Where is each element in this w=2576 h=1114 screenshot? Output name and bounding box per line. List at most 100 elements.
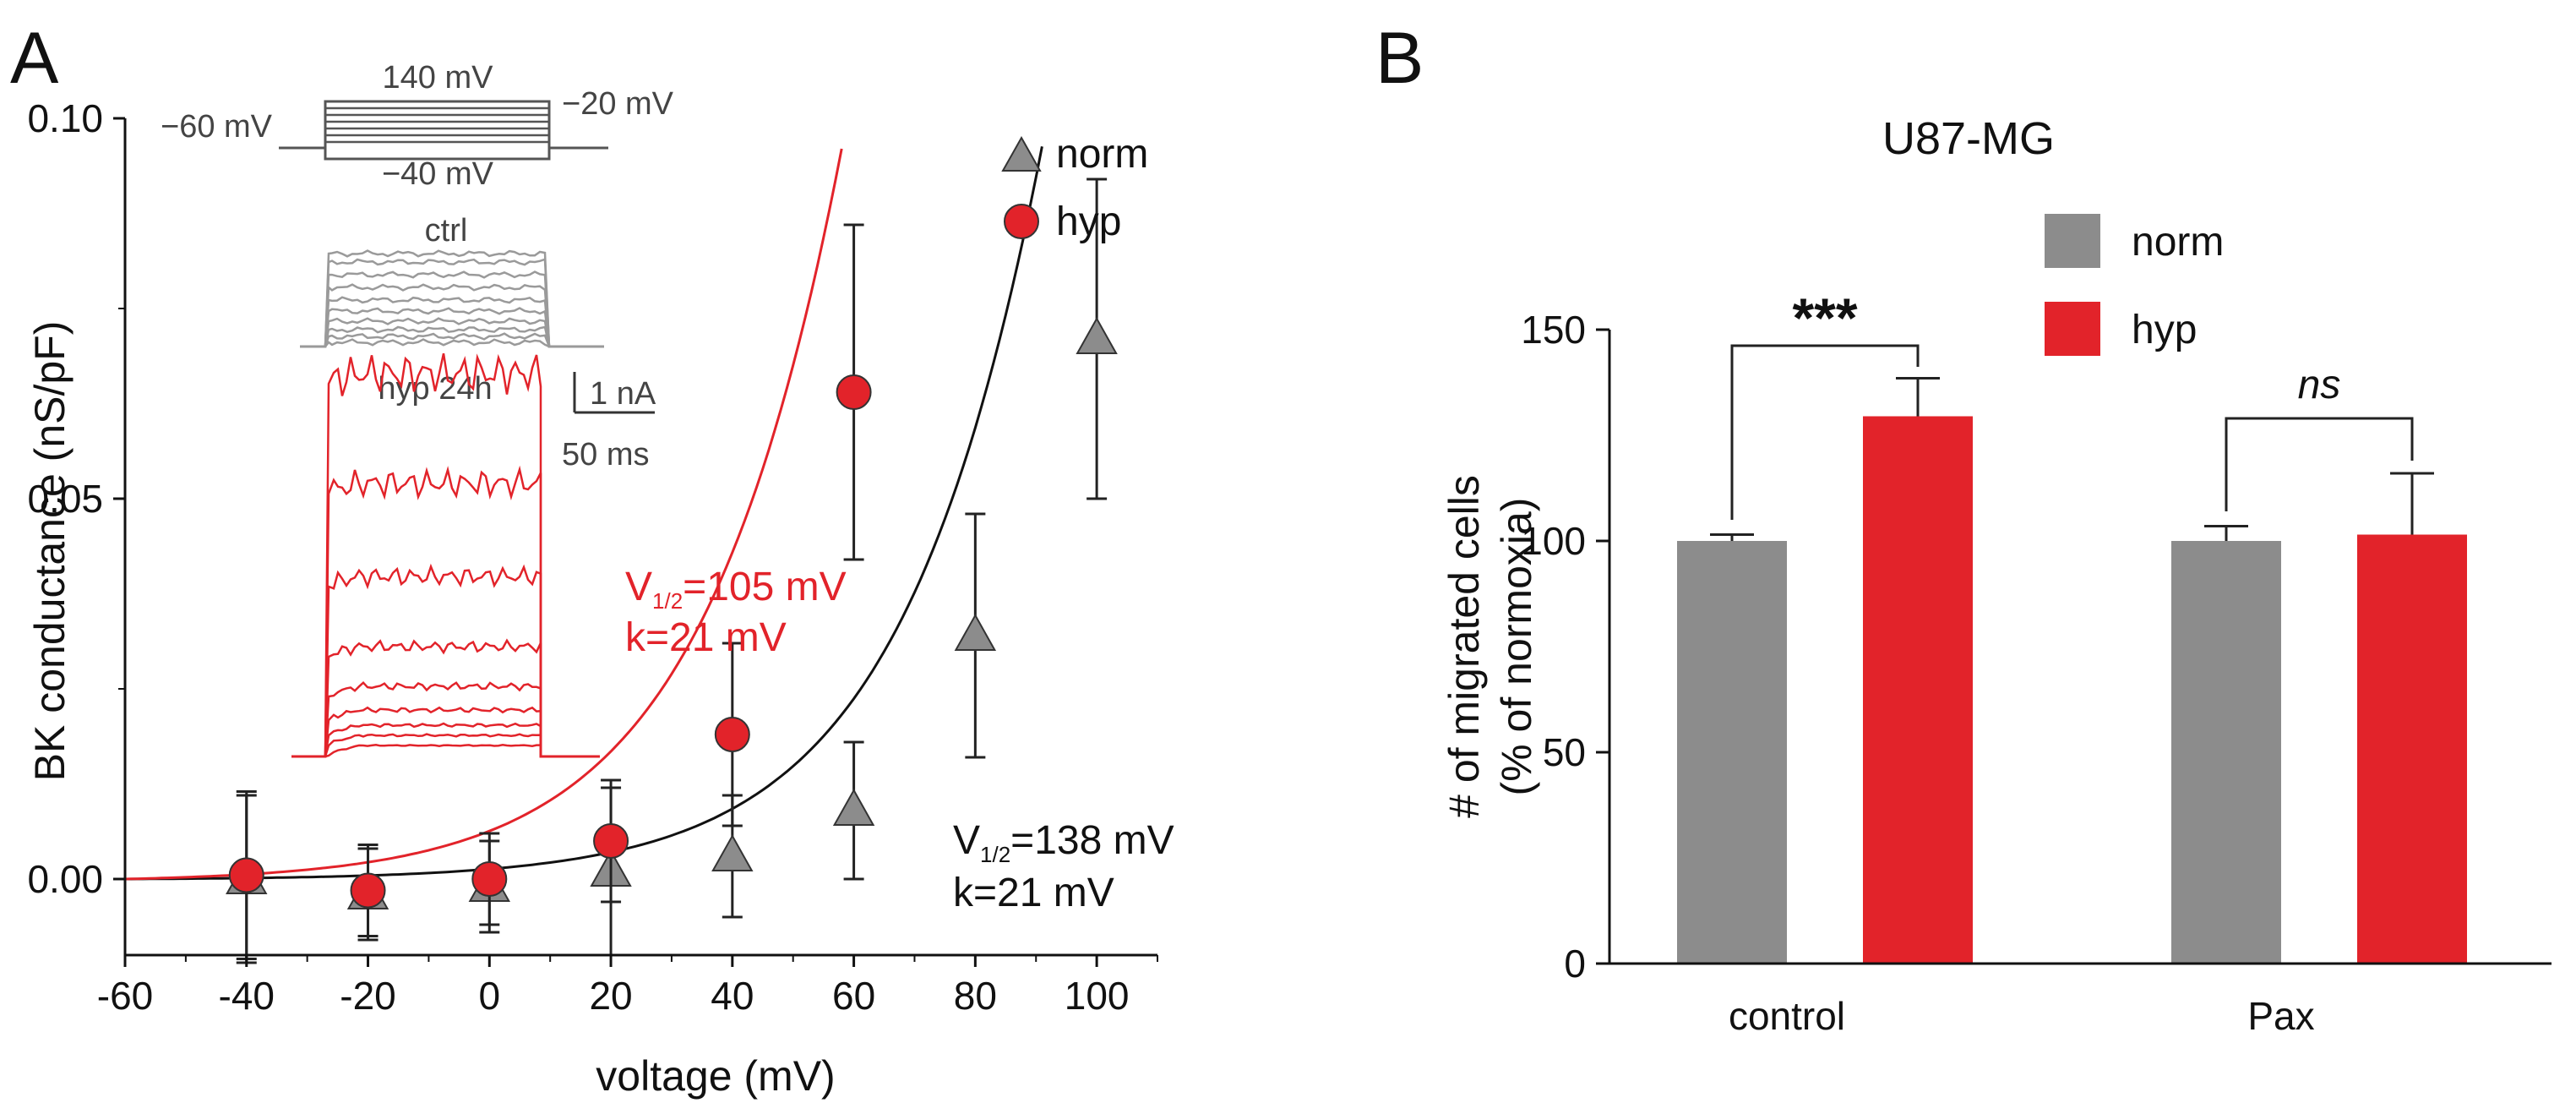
data-point-norm [954,512,997,759]
inset-hyp-traces: hyp 24h 1 nA 50 ms [291,352,656,758]
legend-b-hyp-swatch [2045,302,2100,356]
legend-b-hyp-label: hyp [2132,308,2197,352]
axes-a: -60 -40 -20 0 20 40 60 80 100 0.00 0.05 0.10 [27,96,1158,1018]
x-category-label: Pax [2247,994,2314,1038]
y-tick-label: 0.05 [27,477,103,521]
fit-hyp-k: k=21 mV [625,615,787,660]
y-tick-label: 0.10 [27,96,103,140]
hyp-trace-set [291,352,600,758]
significance-bracket [1730,344,1920,520]
panel-b-chart: U87-MG norm hyp 0 50 100 150 control Pax *** n… [1440,113,2551,1038]
fit-norm-vhalf: V1/2=138 mV [953,818,1174,867]
inset-protocol: 140 mV −60 mV −20 mV −40 mV [161,60,674,192]
hyp-trace [291,722,600,758]
y-tick-label: 0.00 [27,857,103,901]
ctrl-trace [300,283,604,348]
bar-group-norm-Pax [2171,525,2281,964]
data-point-hyp [593,778,629,904]
hyp-trace [291,352,600,758]
data-point-norm [832,740,875,881]
scale-current-label: 1 nA [590,376,656,412]
fit-hyp-vhalf: V1/2=105 mV [625,565,847,614]
data-point-norm [1076,177,1118,500]
marker-circle [836,374,872,410]
ctrl-trace [300,270,604,348]
marker-circle [228,857,264,893]
fit-curve-hyp [124,148,843,881]
data-points [226,177,1118,964]
legend-b: norm hyp [2045,214,2224,356]
hyp-trace [291,680,600,758]
data-point-hyp [714,642,750,827]
y-tick-label-b: 100 [1521,519,1586,563]
bar-group-hyp-Pax [2357,472,2467,964]
significance-annotations: *** ns [1730,287,2414,520]
ctrl-trace [300,258,604,348]
ctrl-trace [300,249,604,348]
legend-hyp-marker [1004,204,1039,239]
x-tick-label: 40 [711,974,754,1018]
y-tick-label-b: 50 [1543,730,1586,774]
bar-group-norm-control [1677,533,1787,964]
bar-norm [1677,541,1787,964]
hyp-trace [291,706,600,758]
legend-norm-label: norm [1056,132,1148,177]
marker-circle [714,717,750,752]
data-point-hyp [836,223,872,561]
y-axis-label-b-line2: (% of normoxia) [1493,498,1540,796]
scale-time-label: 50 ms [562,437,649,472]
x-tick-label: -60 [97,974,153,1018]
x-axis-label: voltage (mV) [596,1052,835,1100]
significance-label: ns [2298,363,2341,407]
hyp-trace [291,744,600,758]
hyp-trace [291,563,600,758]
fit-curves [124,146,1043,881]
x-tick-label: -40 [219,974,275,1018]
data-point-hyp [350,844,386,937]
legend-b-norm-swatch [2045,214,2100,268]
protocol-bottom-label: −40 mV [382,156,494,192]
panel-letter-a: A [10,18,59,99]
legend-norm-marker [1001,135,1042,172]
bar-group-hyp-control [1863,377,1973,964]
axes-b: 0 50 100 150 control Pax [1521,308,2551,1038]
ctrl-trace [300,317,604,348]
ctrl-trace-set [300,249,604,348]
data-point-hyp [228,790,264,960]
significance-label: *** [1792,287,1857,349]
ctrl-trace [300,325,604,348]
marker-triangle [954,613,997,651]
y-tick-label-b: 0 [1564,942,1586,986]
x-tick-label: 60 [832,974,875,1018]
fit-curve-norm [125,146,1043,881]
marker-triangle [832,788,875,826]
marker-triangle [711,833,754,871]
marker-triangle [1076,316,1118,354]
bar-norm [2171,541,2281,964]
y-axis-label: BK conductance (nS/pF) [26,321,74,782]
x-category-label: control [1729,994,1845,1038]
marker-circle [593,823,629,859]
ctrl-trace [300,296,604,348]
ctrl-trace-label: ctrl [425,213,468,248]
x-tick-label: 80 [954,974,997,1018]
ctrl-trace [300,307,604,348]
data-point-hyp [471,832,508,926]
y-tick-label-b: 150 [1521,308,1586,352]
panel-a-chart: -60 -40 -20 0 20 40 60 80 100 0.00 0.05 0.10 voltag… [26,60,1174,1100]
protocol-right-label: −20 mV [562,86,674,122]
significance-bracket [2225,417,2414,511]
bars [1677,377,2467,964]
inset-ctrl-traces: ctrl [300,213,604,348]
chart-b-title: U87-MG [1882,113,2055,164]
x-tick-label: 100 [1065,974,1130,1018]
ctrl-trace [300,338,604,348]
legend-hyp-label: hyp [1056,199,1121,244]
hyp-trace [291,638,600,758]
legend-b-norm-label: norm [2132,220,2224,265]
bar-hyp [1863,416,1973,964]
legend-a: norm hyp [1001,132,1148,244]
hyp-trace [291,465,600,758]
x-tick-label: -20 [340,974,395,1018]
